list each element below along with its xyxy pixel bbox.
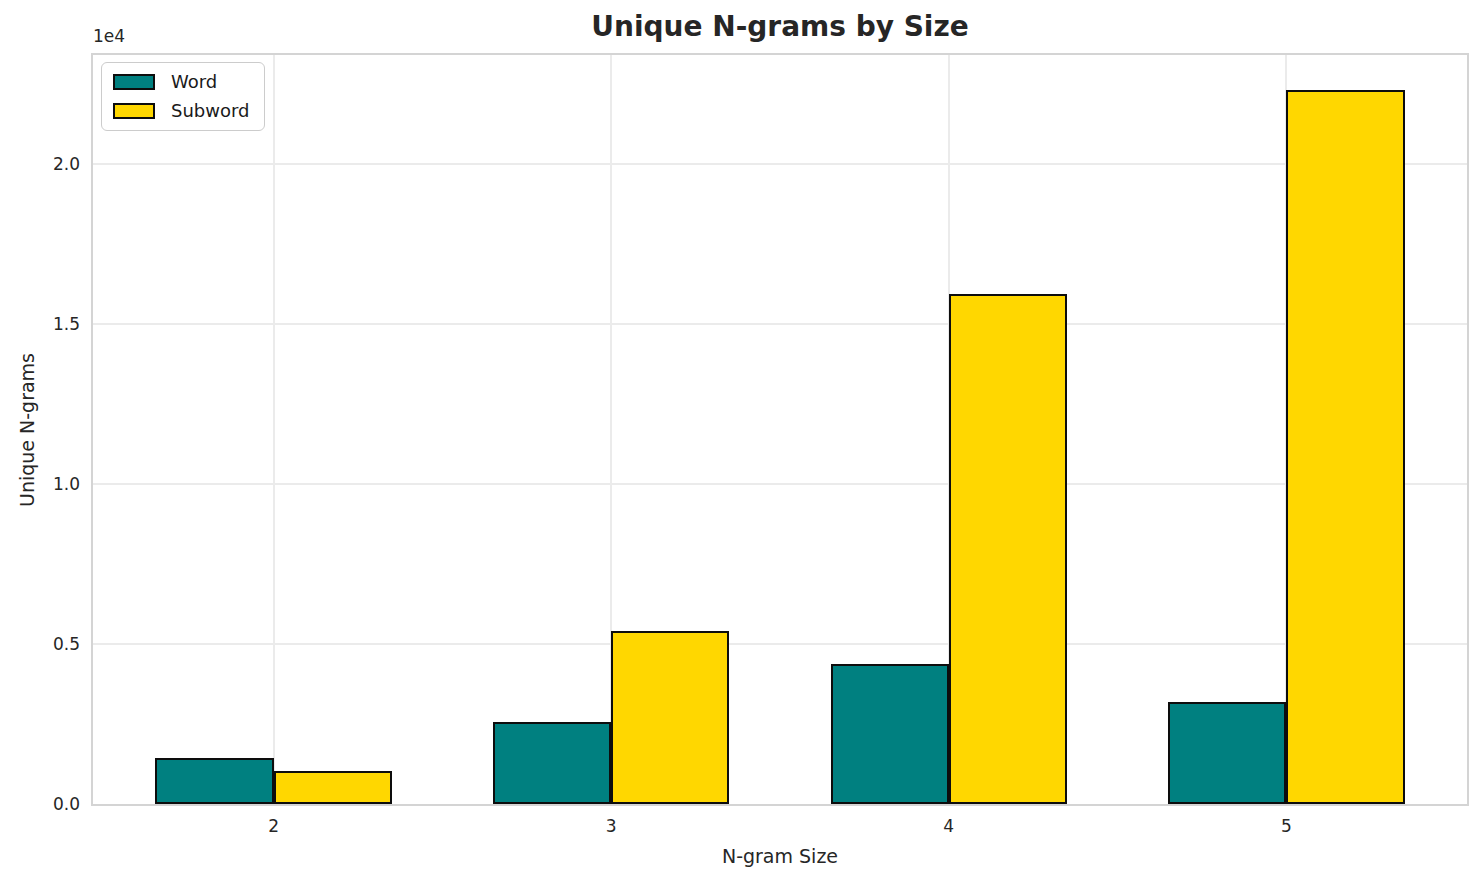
bar-word-3 bbox=[493, 722, 611, 804]
bar-word-4 bbox=[831, 664, 949, 804]
x-axis-label: N-gram Size bbox=[91, 845, 1469, 867]
bars-layer bbox=[93, 55, 1467, 804]
y-tick-label: 1.0 bbox=[0, 473, 80, 495]
y-axis-offset-text: 1e4 bbox=[93, 26, 125, 46]
legend: Word Subword bbox=[101, 62, 265, 131]
x-tick-label: 5 bbox=[1226, 815, 1346, 837]
legend-item-word: Word bbox=[113, 72, 250, 92]
x-tick-label: 2 bbox=[214, 815, 334, 837]
legend-label-word: Word bbox=[171, 72, 217, 92]
x-tick-label: 4 bbox=[889, 815, 1009, 837]
y-tick-label: 1.5 bbox=[0, 313, 80, 335]
subword-color-swatch-icon bbox=[113, 103, 155, 119]
chart-title: Unique N-grams by Size bbox=[91, 10, 1469, 43]
y-tick-label: 2.0 bbox=[0, 153, 80, 175]
bar-subword-3 bbox=[611, 631, 729, 804]
bar-word-2 bbox=[155, 758, 273, 804]
plot-area: Word Subword bbox=[91, 53, 1469, 806]
figure: Unique N-grams by Size 1e4 Unique N-gram… bbox=[0, 0, 1484, 885]
bar-subword-4 bbox=[949, 294, 1067, 804]
y-tick-label: 0.5 bbox=[0, 633, 80, 655]
bar-word-5 bbox=[1168, 702, 1286, 804]
legend-label-subword: Subword bbox=[171, 101, 250, 121]
word-color-swatch-icon bbox=[113, 74, 155, 90]
x-tick-label: 3 bbox=[551, 815, 671, 837]
bar-subword-5 bbox=[1286, 90, 1404, 804]
legend-item-subword: Subword bbox=[113, 101, 250, 121]
y-tick-label: 0.0 bbox=[0, 793, 80, 815]
bar-subword-2 bbox=[274, 771, 392, 804]
